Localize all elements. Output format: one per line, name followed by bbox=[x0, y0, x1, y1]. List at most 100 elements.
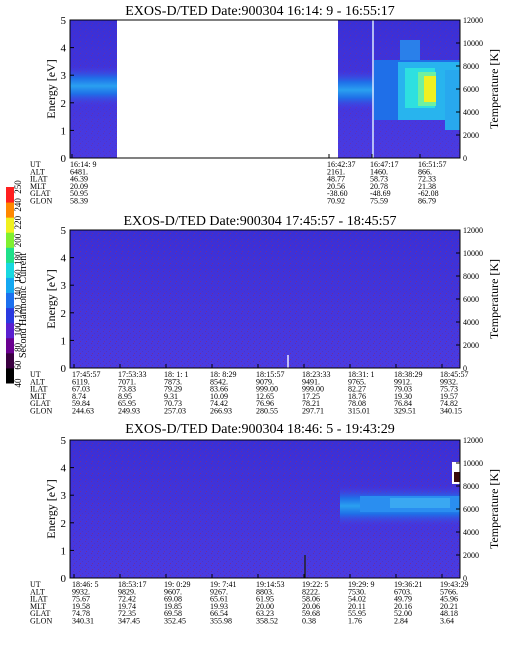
orbit-value: 8803. bbox=[256, 587, 274, 596]
orbit-value: 9829. bbox=[118, 587, 136, 596]
panel-1: EXOS-D/TED Date:900304 16:14: 9 - 16:55:… bbox=[30, 4, 501, 206]
orbit-value: 70.92 bbox=[327, 197, 345, 206]
orbit-value: 0.38 bbox=[302, 617, 316, 626]
orbit-value: 6119. bbox=[72, 377, 90, 386]
y-left-tick-label: 2 bbox=[61, 518, 67, 530]
orbit-value: 21.38 bbox=[418, 182, 436, 191]
orbit-value: 20.09 bbox=[70, 182, 88, 191]
orbit-value: 8222. bbox=[302, 587, 320, 596]
colorbar-tick-label: 120 bbox=[13, 304, 23, 318]
row-label: GLAT bbox=[30, 609, 51, 618]
colorbar-label: Second Harmonic Current bbox=[18, 253, 29, 358]
y-right-tick-label: 8000 bbox=[463, 482, 479, 491]
orbit-value: 7071. bbox=[118, 377, 136, 386]
orbit-value: 72.42 bbox=[118, 595, 136, 604]
orbit-value: 73.83 bbox=[118, 385, 136, 394]
row-label: ILAT bbox=[30, 175, 47, 184]
orbit-value: 65.61 bbox=[210, 595, 228, 604]
y-left-tick-label: 4 bbox=[61, 43, 67, 55]
orbit-value: 266.93 bbox=[210, 407, 232, 416]
orbit-value: 7873. bbox=[164, 377, 182, 386]
orbit-value: 10.09 bbox=[210, 392, 228, 401]
y-right-tick-label: 4000 bbox=[463, 108, 479, 117]
orbit-value: 72.33 bbox=[418, 175, 436, 184]
colorbar-tick-label: 250 bbox=[13, 180, 23, 194]
row-label: MLT bbox=[30, 602, 46, 611]
orbit-value: 83.66 bbox=[210, 385, 228, 394]
colorbar-cell bbox=[6, 337, 14, 354]
orbit-value: 999.00 bbox=[302, 385, 324, 394]
orbit-value: 340.31 bbox=[72, 617, 94, 626]
orbit-value: 355.98 bbox=[210, 617, 232, 626]
orbit-value: 55.95 bbox=[348, 609, 366, 618]
orbit-value: 17:45:57 bbox=[72, 370, 100, 379]
orbit-value: 19: 0:29 bbox=[164, 580, 190, 589]
orbit-value: 63.23 bbox=[256, 609, 274, 618]
orbit-value: 58.06 bbox=[302, 595, 320, 604]
panel-1-aurora bbox=[338, 20, 460, 158]
y-right-tick-label: 6000 bbox=[463, 505, 479, 514]
orbit-value: 79.03 bbox=[394, 385, 412, 394]
orbit-value: 12.65 bbox=[256, 392, 274, 401]
row-label: UT bbox=[30, 160, 41, 169]
orbit-value: 257.03 bbox=[164, 407, 186, 416]
y-right-tick-label: 10000 bbox=[463, 249, 483, 258]
row-label: GLON bbox=[30, 197, 52, 206]
orbit-value: 249.93 bbox=[118, 407, 140, 416]
panel-1-ylabel-left: Energy [eV] bbox=[44, 59, 58, 118]
orbit-value: 999.00 bbox=[256, 385, 278, 394]
orbit-value: 54.02 bbox=[348, 595, 366, 604]
orbit-value: 78.21 bbox=[302, 399, 320, 408]
orbit-value: 20.56 bbox=[327, 182, 345, 191]
colorbar-tick-label: 140 bbox=[13, 287, 23, 301]
orbit-value: 18:46: 5 bbox=[72, 580, 98, 589]
colorbar-tick-label: 240 bbox=[13, 198, 23, 212]
orbit-value: 19:22: 5 bbox=[302, 580, 328, 589]
row-label: UT bbox=[30, 370, 41, 379]
colorbar-tick-label: 160 bbox=[13, 269, 23, 283]
row-label: ILAT bbox=[30, 385, 47, 394]
orbit-value: 9491. bbox=[302, 377, 320, 386]
orbit-value: 19.30 bbox=[394, 392, 412, 401]
orbit-value: 20.21 bbox=[440, 602, 458, 611]
colorbar-cell bbox=[6, 262, 14, 278]
orbit-value: 79.29 bbox=[164, 385, 182, 394]
orbit-value: 19:36:21 bbox=[394, 580, 422, 589]
row-label: MLT bbox=[30, 182, 46, 191]
orbit-value: 19.58 bbox=[72, 602, 90, 611]
y-left-tick-label: 1 bbox=[61, 335, 67, 347]
orbit-value: 18:45:57 bbox=[440, 370, 468, 379]
orbit-value: 5766. bbox=[440, 587, 458, 596]
orbit-value: 18:38:29 bbox=[394, 370, 422, 379]
orbit-value: 16:42:37 bbox=[327, 160, 355, 169]
y-left-tick-label: 3 bbox=[61, 490, 67, 502]
panel-2: EXOS-D/TED Date:900304 17:45:57 - 18:45:… bbox=[30, 214, 501, 416]
orbit-value: 3.64 bbox=[440, 617, 454, 626]
orbit-value: 58.39 bbox=[70, 197, 88, 206]
colorbar-cell bbox=[6, 187, 14, 203]
orbit-value: 61.95 bbox=[256, 595, 274, 604]
orbit-value: -38.60 bbox=[327, 189, 348, 198]
orbit-value: 347.45 bbox=[118, 617, 140, 626]
y-right-tick-label: 12000 bbox=[463, 16, 483, 25]
orbit-value: 352.45 bbox=[164, 617, 186, 626]
panel-3-ylabel-right: Temperature [K] bbox=[487, 469, 501, 549]
orbit-value: 9607. bbox=[164, 587, 182, 596]
orbit-value: 72.35 bbox=[118, 609, 136, 618]
orbit-value: -48.69 bbox=[370, 189, 391, 198]
orbit-value: 52.00 bbox=[394, 609, 412, 618]
panel-2-title: EXOS-D/TED Date:900304 17:45:57 - 18:45:… bbox=[124, 214, 397, 229]
y-left-tick-label: 1 bbox=[61, 545, 67, 557]
orbit-value: 19.85 bbox=[164, 602, 182, 611]
orbit-value: 244.63 bbox=[72, 407, 94, 416]
orbit-value: 18: 8:29 bbox=[210, 370, 236, 379]
orbit-value: 74.42 bbox=[210, 399, 228, 408]
row-label: ILAT bbox=[30, 595, 47, 604]
orbit-value: 76.96 bbox=[256, 399, 274, 408]
orbit-value: 18:31: 1 bbox=[348, 370, 374, 379]
y-left-tick-label: 0 bbox=[61, 363, 67, 375]
orbit-value: 17:53:33 bbox=[118, 370, 146, 379]
orbit-value: 20.78 bbox=[370, 182, 388, 191]
panel-1-band-left bbox=[70, 66, 117, 106]
orbit-value: 20.11 bbox=[348, 602, 366, 611]
